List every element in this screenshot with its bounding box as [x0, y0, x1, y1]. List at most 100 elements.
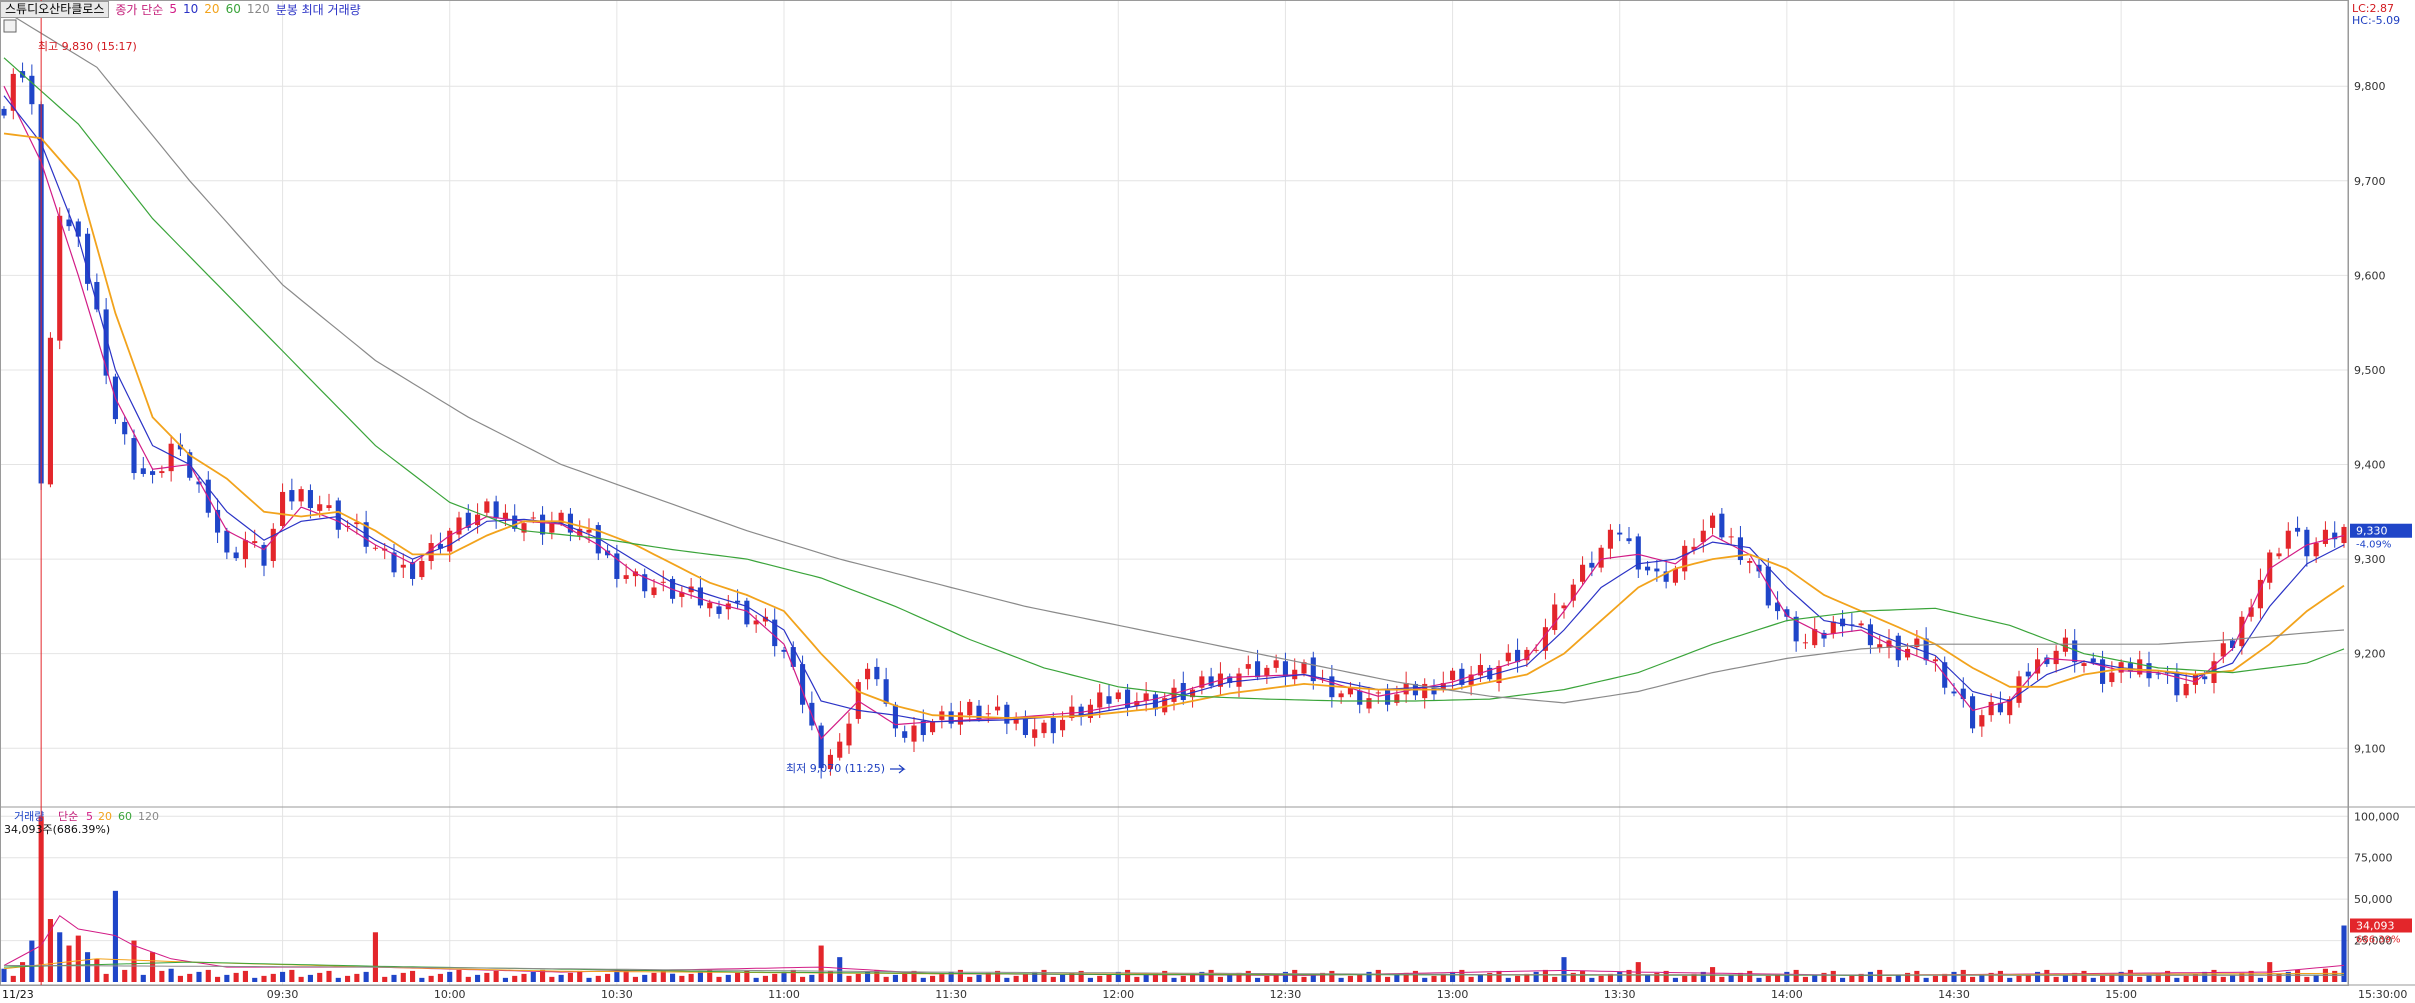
volume-bar[interactable]	[2183, 975, 2189, 982]
volume-bar[interactable]	[1208, 969, 1214, 982]
volume-bar[interactable]	[215, 976, 221, 982]
volume-bar[interactable]	[2295, 969, 2301, 982]
volume-bar[interactable]	[605, 973, 611, 982]
candle-body[interactable]	[1654, 568, 1660, 572]
candle-body[interactable]	[1849, 624, 1855, 626]
volume-bar[interactable]	[1162, 970, 1168, 982]
volume-bar[interactable]	[2127, 969, 2133, 982]
candle-body[interactable]	[920, 720, 926, 736]
candle-body[interactable]	[1747, 560, 1753, 563]
candle-body[interactable]	[1775, 602, 1781, 612]
volume-bar[interactable]	[1645, 974, 1651, 982]
volume-bar[interactable]	[790, 969, 796, 982]
volume-bar[interactable]	[2044, 969, 2050, 982]
volume-bar[interactable]	[772, 973, 778, 982]
candle-body[interactable]	[1245, 664, 1251, 669]
volume-bar[interactable]	[1357, 973, 1363, 982]
volume-bar[interactable]	[1412, 970, 1418, 982]
volume-bar[interactable]	[939, 973, 945, 982]
candle-body[interactable]	[957, 712, 963, 725]
ma5-label[interactable]: 5	[169, 2, 177, 16]
candle-body[interactable]	[10, 73, 16, 111]
ma10-label[interactable]: 10	[183, 2, 199, 16]
volume-bar[interactable]	[187, 973, 193, 982]
candle-body[interactable]	[2295, 527, 2301, 532]
candle-body[interactable]	[400, 564, 406, 568]
volume-bar[interactable]	[103, 973, 109, 982]
candle-body[interactable]	[595, 525, 601, 554]
volume-bar[interactable]	[1004, 977, 1010, 982]
volume-bar[interactable]	[995, 970, 1001, 982]
volume-bar[interactable]	[1867, 971, 1873, 982]
volume-bar[interactable]	[846, 975, 852, 982]
candle-body[interactable]	[2127, 663, 2133, 672]
volume-bar[interactable]	[1115, 971, 1121, 982]
volume-bar[interactable]	[530, 971, 536, 982]
volume-bar[interactable]	[410, 970, 416, 982]
volume-bar[interactable]	[577, 970, 583, 982]
candle-body[interactable]	[1115, 692, 1121, 700]
volume-bar[interactable]	[57, 932, 63, 982]
candle-body[interactable]	[1542, 627, 1548, 651]
candle-body[interactable]	[995, 706, 1001, 711]
volume-bar[interactable]	[112, 890, 118, 982]
candle-body[interactable]	[772, 619, 778, 647]
volume-bar[interactable]	[2313, 974, 2319, 982]
candle-body[interactable]	[2304, 529, 2310, 557]
volume-bar[interactable]	[1747, 970, 1753, 982]
volume-bar[interactable]	[1477, 974, 1483, 982]
volume-bar[interactable]	[1190, 973, 1196, 982]
candle-body[interactable]	[1700, 530, 1706, 543]
volume-ma60-legend[interactable]: 60	[118, 810, 132, 823]
extra-indicator-label[interactable]: 분봉 최대 거래량	[275, 2, 361, 17]
candle-body[interactable]	[1190, 689, 1196, 698]
volume-bar[interactable]	[1849, 975, 1855, 982]
volume-bar[interactable]	[20, 962, 26, 982]
volume-bar[interactable]	[1775, 973, 1781, 982]
volume-bar[interactable]	[1932, 975, 1938, 982]
stock-name[interactable]: 스튜디오산타클로스	[0, 0, 110, 18]
volume-bar[interactable]	[289, 969, 295, 982]
candle-body[interactable]	[1932, 659, 1938, 662]
candle-body[interactable]	[391, 552, 397, 573]
volume-bar[interactable]	[298, 976, 304, 982]
volume-ma5-legend[interactable]: 5	[86, 810, 93, 823]
candle-body[interactable]	[1468, 674, 1474, 685]
volume-bar[interactable]	[2276, 973, 2282, 982]
volume-bar[interactable]	[131, 940, 137, 982]
volume-bar[interactable]	[2118, 971, 2124, 982]
candle-body[interactable]	[2313, 543, 2319, 557]
volume-bar[interactable]	[1450, 971, 1456, 982]
volume-bar[interactable]	[2081, 970, 2087, 982]
candle-body[interactable]	[1496, 665, 1502, 683]
candle-body[interactable]	[911, 725, 917, 742]
volume-bar[interactable]	[1970, 976, 1976, 982]
volume-ma120-legend[interactable]: 120	[138, 810, 159, 823]
candle-body[interactable]	[307, 490, 313, 509]
volume-bar[interactable]	[762, 975, 768, 982]
ma20-line[interactable]	[3, 132, 2345, 719]
volume-bar[interactable]	[567, 972, 573, 982]
candle-body[interactable]	[2007, 699, 2013, 716]
volume-bar[interactable]	[1737, 972, 1743, 982]
candle-body[interactable]	[716, 606, 722, 614]
candle-body[interactable]	[2174, 671, 2180, 696]
volume-bar[interactable]	[1, 968, 7, 982]
volume-bar[interactable]	[2230, 974, 2236, 982]
volume-bar[interactable]	[122, 969, 128, 982]
candle-body[interactable]	[1459, 668, 1465, 685]
candle-body[interactable]	[1914, 638, 1920, 648]
candle-body[interactable]	[1162, 698, 1168, 713]
volume-bar[interactable]	[168, 968, 174, 982]
volume-bar[interactable]	[363, 971, 369, 982]
candle-body[interactable]	[1450, 670, 1456, 681]
volume-bar[interactable]	[1552, 976, 1558, 982]
candle-body[interactable]	[150, 471, 156, 475]
candle-body[interactable]	[57, 215, 63, 341]
candle-body[interactable]	[1672, 568, 1678, 583]
candle-body[interactable]	[159, 471, 165, 474]
price-ma-label[interactable]: 종가 단순	[115, 2, 164, 17]
candle-body[interactable]	[1877, 644, 1883, 648]
volume-bar[interactable]	[1013, 975, 1019, 982]
candle-body[interactable]	[1960, 688, 1966, 700]
